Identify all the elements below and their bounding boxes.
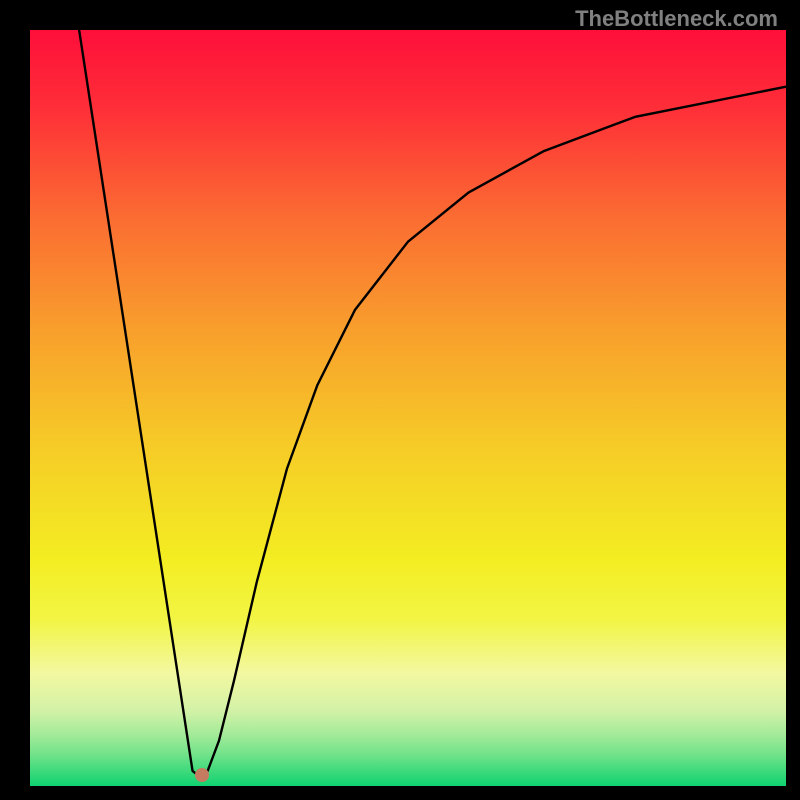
bottleneck-curve <box>0 0 800 800</box>
optimal-point-marker <box>195 768 209 782</box>
chart-container: TheBottleneck.com <box>0 0 800 800</box>
watermark-text: TheBottleneck.com <box>575 6 778 32</box>
